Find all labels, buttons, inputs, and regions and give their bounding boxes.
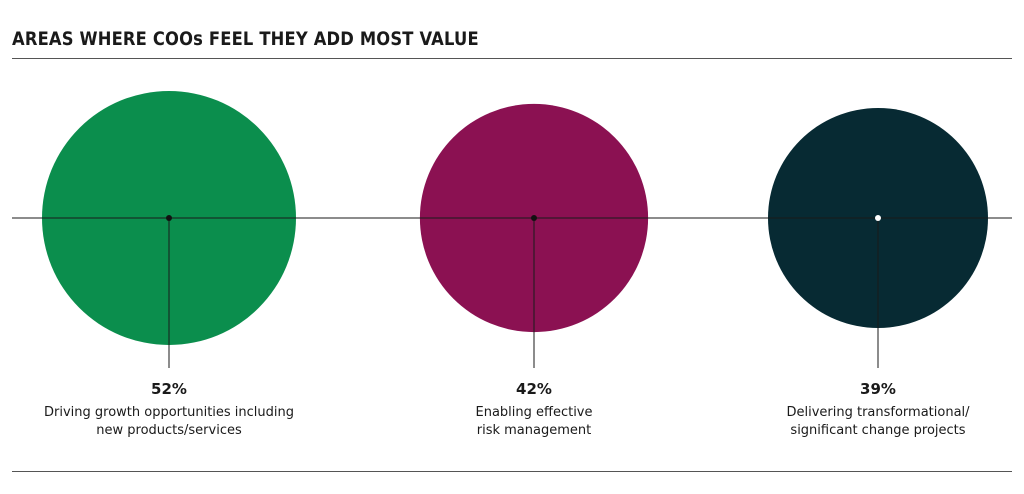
page-title: AREAS WHERE COOs FEEL THEY ADD MOST VALU…: [12, 28, 479, 50]
percent-label-1: 52%: [151, 380, 187, 398]
category-label-1-line-2: new products/services: [96, 423, 242, 438]
center-dot-2: [531, 215, 537, 221]
category-label-2-line-2: risk management: [477, 423, 591, 438]
category-label-2-line-1: Enabling effective: [475, 405, 592, 420]
center-dot-3: [875, 215, 881, 221]
category-label-3-line-1: Delivering transformational/: [786, 405, 970, 420]
percent-label-2: 42%: [516, 380, 552, 398]
category-label-1-line-1: Driving growth opportunities including: [44, 405, 294, 420]
title-divider: [12, 58, 1012, 59]
category-label-3-line-2: significant change projects: [790, 423, 965, 438]
bottom-divider: [12, 471, 1012, 472]
center-dot-1: [166, 215, 172, 221]
percent-label-3: 39%: [860, 380, 896, 398]
